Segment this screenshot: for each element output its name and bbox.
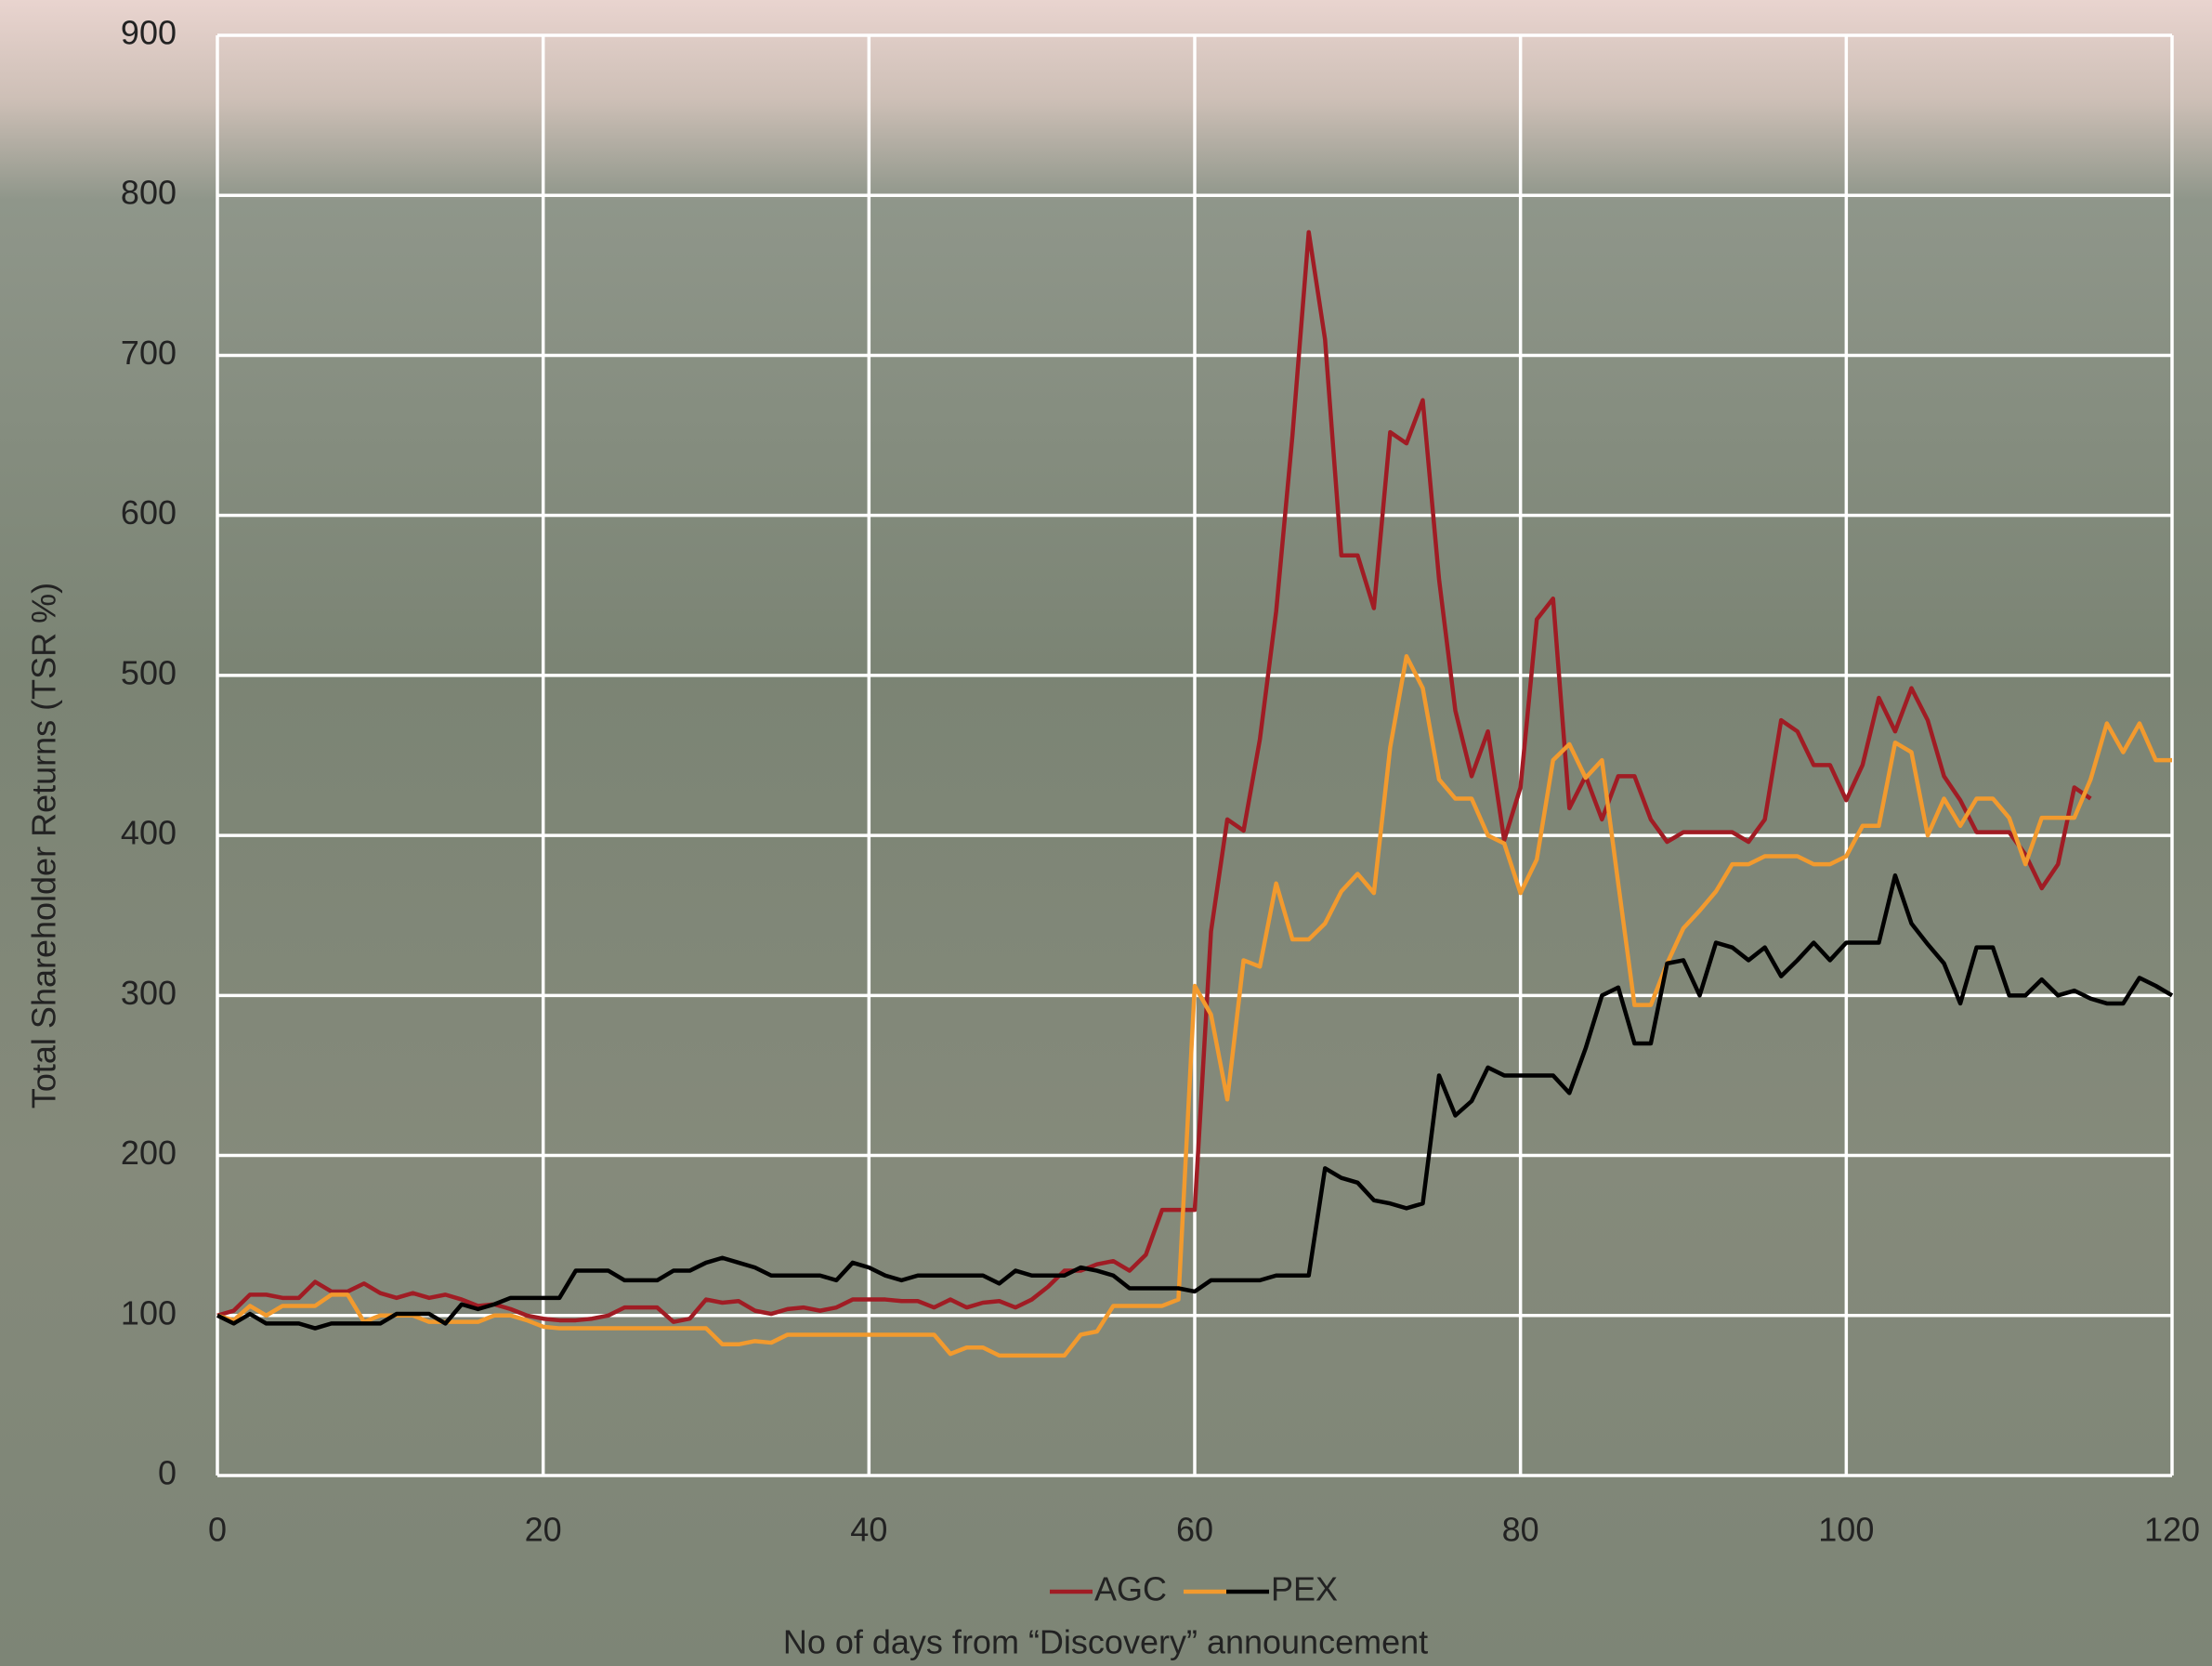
y-tick-label: 900	[121, 14, 177, 52]
x-tick-label: 120	[2144, 1511, 2200, 1549]
legend-label: AGC	[1094, 1570, 1167, 1608]
x-tick-label: 100	[1818, 1511, 1874, 1549]
line-series	[216, 653, 2172, 1358]
y-tick-label: 100	[121, 1293, 177, 1331]
x-tick-label: 0	[208, 1511, 227, 1549]
y-tick-label: 200	[121, 1134, 177, 1172]
y-tick-label: 300	[121, 974, 177, 1012]
y-tick-label: 800	[121, 174, 177, 212]
x-tick-label: 80	[1502, 1511, 1539, 1549]
x-axis-label: No of days from “Discovery” announcement	[783, 1623, 1428, 1661]
legend-label: PEX	[1271, 1570, 1338, 1608]
y-tick-label: 700	[121, 334, 177, 372]
y-tick-label: 500	[121, 653, 177, 691]
y-axis-label: Total Shareholder Returns (TSR %)	[25, 583, 63, 1108]
y-tick-label: 0	[158, 1454, 177, 1492]
y-tick-label: 400	[121, 814, 177, 852]
x-tick-label: 60	[1176, 1511, 1213, 1549]
line-series	[216, 230, 2092, 1324]
x-tick-label: 40	[850, 1511, 887, 1549]
y-tick-label: 600	[121, 493, 177, 531]
line-series	[216, 872, 2174, 1331]
x-tick-label: 20	[525, 1511, 562, 1549]
